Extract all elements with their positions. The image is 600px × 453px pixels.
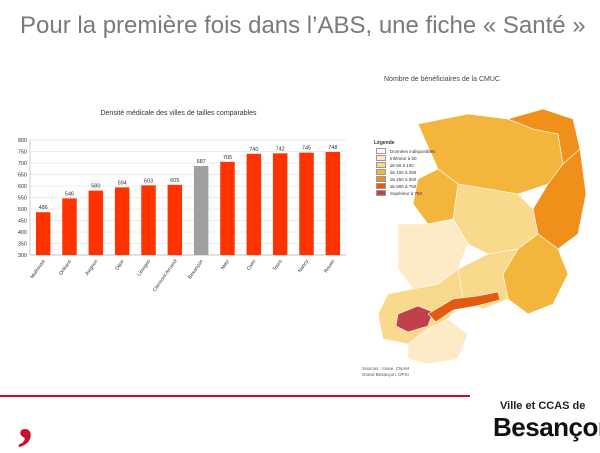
legend-item: de 100 à 250 <box>376 169 416 175</box>
data-label: 745 <box>302 146 311 152</box>
slide-title: Pour la première fois dans l’ABS, une fi… <box>20 12 586 39</box>
legend-item: de 50 à 100 <box>376 162 414 168</box>
x-tick-label: Limoges <box>136 258 152 277</box>
map-region-far-south <box>407 318 469 365</box>
y-tick-label: 450 <box>18 219 27 225</box>
data-label: 742 <box>276 146 285 152</box>
legend-swatch <box>376 176 386 182</box>
bar <box>141 185 156 255</box>
map-title: Nombre de bénéficiaires de la CMUC <box>384 76 500 83</box>
y-tick-label: 300 <box>18 253 27 259</box>
data-label: 605 <box>170 178 179 184</box>
legend-swatch <box>376 169 386 175</box>
legend-item: de 500 à 750 <box>376 183 416 189</box>
legend-item: de 250 à 500 <box>376 176 416 182</box>
data-label: 740 <box>249 147 258 153</box>
y-tick-label: 350 <box>18 242 27 248</box>
bar <box>35 212 51 255</box>
legend-swatch <box>376 190 386 196</box>
data-label: 546 <box>65 191 74 197</box>
bar <box>88 190 104 255</box>
y-tick-label: 750 <box>18 150 27 156</box>
legend-swatch <box>376 148 386 154</box>
legend-item: Données indisponibles <box>376 148 435 154</box>
legend-swatch <box>376 183 386 189</box>
x-tick-label: Tours <box>272 258 284 272</box>
brand-comma-icon: , <box>18 385 33 451</box>
cmuc-map: Nombre de bénéficiaires de la CMUC Légen… <box>358 74 588 384</box>
x-tick-label: Orléans <box>58 258 73 276</box>
legend-title: Légende <box>374 140 395 146</box>
legend-item: Inférieur à 50 <box>376 155 417 161</box>
chart-title: Densité médicale des villes de tailles c… <box>100 110 257 117</box>
data-label: 580 <box>91 184 100 190</box>
bar <box>220 161 235 255</box>
legend-swatch <box>376 162 386 168</box>
chart-svg: 300 350 400 450 500 550 600 650 700 750 800 486 Mulh… <box>18 138 346 294</box>
y-tick-label: 600 <box>18 184 27 190</box>
y-tick-label: 500 <box>18 207 27 213</box>
legend-label: de 50 à 100 <box>390 162 414 168</box>
x-tick-label: Clermont-ferrand <box>152 259 179 294</box>
y-tick-label: 800 <box>18 138 27 144</box>
logo-line1: Ville et CCAS de <box>500 400 586 412</box>
y-tick-label: 700 <box>18 161 27 167</box>
map-region-river <box>427 291 501 323</box>
bar <box>62 198 77 255</box>
data-label: 486 <box>39 205 48 211</box>
data-label: 705 <box>223 155 232 161</box>
y-tick-label: 550 <box>18 196 27 202</box>
data-label: 594 <box>118 180 127 186</box>
data-label: 603 <box>144 178 153 184</box>
x-tick-label: Metz <box>220 258 231 271</box>
map-sources: Sources : Insee, CNAM Grand Besançon, DP… <box>362 366 409 378</box>
bar <box>114 187 130 255</box>
map-drawing <box>377 108 587 365</box>
x-tick-label: Besançon <box>187 259 205 281</box>
map-region-city <box>395 305 434 333</box>
bar <box>299 152 314 255</box>
bar <box>272 153 288 255</box>
legend-swatch <box>376 155 386 161</box>
x-tick-label: Mulhouse <box>29 259 46 280</box>
logo-line2: Besançon <box>493 412 600 442</box>
bar-chart: Densité médicale des villes de tailles c… <box>6 110 351 315</box>
bar <box>325 151 341 255</box>
legend-label: Supérieur à 750 <box>390 190 423 196</box>
bar <box>246 153 262 255</box>
legend-label: de 250 à 500 <box>390 176 417 182</box>
legend-item: Supérieur à 750 <box>376 190 422 196</box>
x-tick-label: Nancy <box>297 258 310 273</box>
y-tick-label: 650 <box>18 173 27 179</box>
bar <box>167 184 183 255</box>
legend-label: Données indisponibles <box>390 148 436 154</box>
bar <box>193 165 209 255</box>
x-tick-label: Rouen <box>323 259 336 275</box>
data-label: 687 <box>197 159 206 165</box>
legend-label: de 500 à 750 <box>390 183 417 189</box>
x-tick-label: Dijon <box>114 259 126 272</box>
x-tick-label: Avignon <box>84 259 99 277</box>
source-line: Sources : Insee, CNAM <box>362 366 410 371</box>
data-label: 748 <box>328 145 337 151</box>
x-tick-label: Caen <box>246 259 258 272</box>
source-line: Grand Besançon, DPSI <box>362 372 409 377</box>
y-tick-label: 400 <box>18 230 27 236</box>
legend-label: de 100 à 250 <box>390 169 417 175</box>
legend-label: Inférieur à 50 <box>390 155 417 161</box>
footer-divider <box>0 395 470 397</box>
